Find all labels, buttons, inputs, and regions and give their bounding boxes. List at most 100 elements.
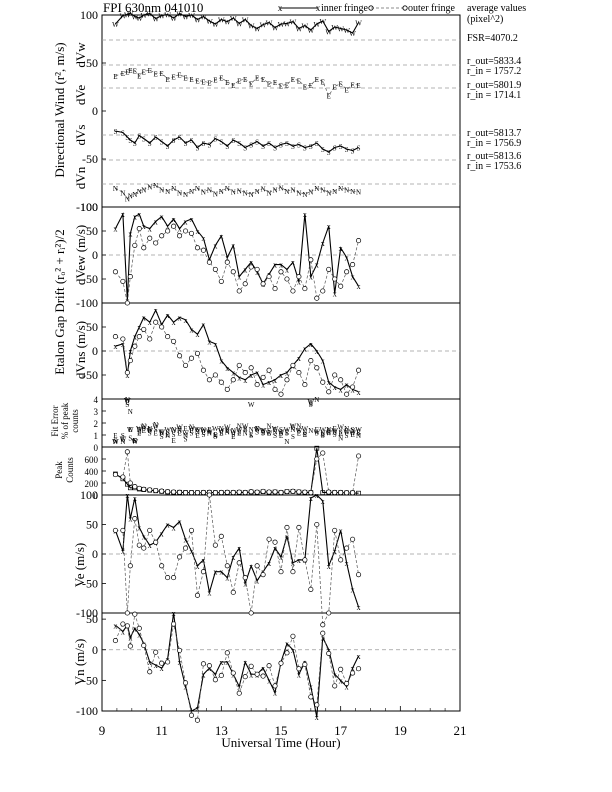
dvew-outer-point bbox=[124, 300, 130, 306]
w-r-out: r_out=5833.4 bbox=[467, 56, 521, 67]
dvew-outer-point bbox=[254, 266, 260, 272]
fit-error-point-s: S bbox=[267, 427, 271, 435]
fit-error-point-e: E bbox=[321, 431, 325, 439]
dvew-inner-point: x bbox=[339, 244, 343, 253]
fit-error-label-3: counts bbox=[70, 409, 80, 433]
dvew-outer-point bbox=[356, 238, 362, 244]
fit-error-point-s: S bbox=[291, 433, 295, 441]
fit-error-point-w: W bbox=[290, 422, 297, 430]
fit-error-point-s: S bbox=[261, 430, 265, 438]
ve-outer-point bbox=[314, 521, 320, 528]
peak-outer-point bbox=[248, 489, 254, 495]
vn-inner-point: x bbox=[237, 683, 241, 692]
wind-s-point: S bbox=[148, 140, 152, 148]
wind-s-point: S bbox=[261, 143, 265, 151]
fit-error-point-e: E bbox=[128, 426, 132, 434]
ve-inner-point: x bbox=[309, 494, 313, 503]
peak-outer-point bbox=[212, 490, 218, 496]
fit-error-point-w: W bbox=[284, 426, 291, 434]
wind-ytick: 50 bbox=[86, 56, 98, 70]
dvns-inner-point: x bbox=[125, 371, 129, 380]
fit-error-point-n: N bbox=[255, 425, 260, 433]
dvns-inner-point: x bbox=[184, 316, 188, 325]
ve-inner-point: x bbox=[255, 577, 259, 586]
wind-n-point: N bbox=[314, 185, 319, 193]
dvew-inner-point: x bbox=[231, 241, 235, 250]
peak-outer-point bbox=[254, 489, 260, 495]
wind-s-point: S bbox=[154, 134, 158, 142]
fit-error-point-n: N bbox=[137, 426, 142, 434]
wind-s-point: S bbox=[303, 145, 307, 153]
peak-outer-point bbox=[136, 485, 142, 491]
fit-error-point-s: S bbox=[303, 431, 307, 439]
fit-error-point-n: N bbox=[120, 438, 125, 446]
ve-outer-point bbox=[248, 610, 254, 616]
dvns-outer-point bbox=[206, 377, 212, 383]
fsr-value: FSR=4070.2 bbox=[467, 33, 518, 44]
dvew-inner-point: x bbox=[297, 277, 301, 286]
fit-error-point-s: S bbox=[128, 434, 132, 442]
n-r-out: r_out=5813.6 bbox=[467, 151, 521, 162]
wind-n-point: N bbox=[159, 187, 164, 195]
dvew-inner-point: x bbox=[201, 234, 205, 243]
vn-outer-point bbox=[171, 621, 177, 627]
wind-s-point: S bbox=[125, 134, 129, 142]
fit-error-point-e: E bbox=[267, 430, 271, 438]
wind-s-point: S bbox=[225, 143, 229, 151]
fit-error-label-1: Fit Error bbox=[50, 405, 60, 436]
fit-error-point-n: N bbox=[296, 422, 301, 430]
vn-inner-point: x bbox=[261, 664, 265, 673]
ve-outer-point bbox=[266, 536, 272, 542]
fit-error-point-s: S bbox=[309, 401, 313, 409]
dvew-inner-point: x bbox=[142, 222, 146, 231]
vn-outer-point bbox=[302, 661, 308, 668]
fit-error-point-n: N bbox=[326, 426, 331, 434]
dvns-inner-point: x bbox=[255, 369, 259, 378]
fit-error-point-w: W bbox=[302, 425, 309, 433]
ve-inner-point: x bbox=[291, 559, 295, 568]
wind-n-point: N bbox=[332, 188, 337, 196]
vn-inner-point: x bbox=[291, 646, 295, 655]
fit-error-point-w: W bbox=[230, 428, 237, 436]
wind-e-point: E bbox=[344, 87, 348, 95]
wind-n-point: N bbox=[296, 190, 301, 198]
fit-error-point-e: E bbox=[142, 427, 146, 435]
dvns-outer-point bbox=[338, 377, 344, 383]
peak-outer-point bbox=[242, 489, 248, 496]
peak-outer-point bbox=[165, 489, 171, 495]
vn-outer-point bbox=[182, 680, 189, 686]
dvns-outer-point bbox=[194, 350, 201, 356]
dvew-inner-point: x bbox=[243, 265, 247, 274]
peak-outer-point bbox=[290, 488, 296, 494]
fit-error-point-s: S bbox=[285, 430, 289, 438]
dvns-outer-point bbox=[177, 353, 183, 359]
ve-outer-point bbox=[200, 569, 206, 575]
fit-error-point-w: W bbox=[278, 428, 285, 436]
panel1-dir-dvw: dVw bbox=[73, 42, 88, 68]
peak-outer-point bbox=[194, 490, 201, 496]
ve-inner-point: x bbox=[231, 553, 235, 562]
fit-error-point-w: W bbox=[182, 430, 189, 438]
wind-e-point: E bbox=[356, 82, 360, 90]
fit-error-point-s: S bbox=[133, 437, 137, 445]
vn-outer-point bbox=[206, 663, 212, 669]
dvew-inner-point: x bbox=[178, 225, 182, 234]
dvns-inner-point: x bbox=[219, 357, 223, 366]
fit-error-point-e: E bbox=[350, 431, 354, 439]
dvns-outer-point bbox=[136, 334, 142, 340]
wind-ytick: -100 bbox=[76, 200, 98, 214]
ve-inner-point: x bbox=[273, 544, 277, 553]
fit-error-point-w: W bbox=[176, 424, 183, 432]
vn-outer-point bbox=[212, 677, 218, 683]
ve-inner-point: x bbox=[351, 585, 355, 594]
fit-error-point-w: W bbox=[242, 422, 249, 430]
peak-outer-point bbox=[260, 488, 266, 494]
dvns-outer-point bbox=[153, 319, 159, 325]
fit-error-point-e: E bbox=[249, 431, 253, 439]
fit-error-point-n: N bbox=[213, 432, 218, 440]
fit-error-point-s: S bbox=[315, 430, 319, 438]
wind-e-point: E bbox=[339, 81, 343, 89]
peak-outer-point bbox=[127, 480, 133, 486]
dvns-outer-point bbox=[248, 365, 254, 371]
fit-error-point-n: N bbox=[284, 438, 289, 446]
